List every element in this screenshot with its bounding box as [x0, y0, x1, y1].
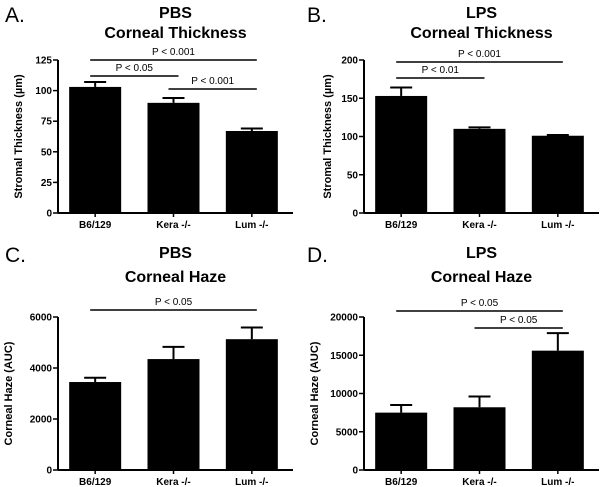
significance-label: P < 0.05 [155, 297, 193, 308]
panel-title-line-1: LPS [466, 245, 497, 262]
significance-label: P < 0.001 [152, 47, 195, 58]
x-tick-label: B6/129 [385, 477, 418, 487]
y-tick-label: 100 [341, 132, 358, 143]
x-tick-label: Lum -/- [541, 220, 574, 231]
panel-title-line-1: LPS [466, 5, 497, 22]
bar [531, 350, 584, 470]
panel-letter: C. [5, 244, 26, 267]
significance-label: P < 0.05 [500, 315, 538, 326]
bar [69, 86, 122, 213]
y-tick-label: 15000 [330, 351, 358, 362]
bar [453, 128, 506, 213]
y-tick-label: 2000 [30, 415, 53, 426]
y-tick-label: 0 [46, 466, 52, 477]
bar [375, 95, 428, 213]
y-tick-label: 0 [352, 466, 358, 477]
y-tick-label: 125 [35, 56, 52, 67]
panel-letter: A. [5, 4, 25, 27]
x-tick-label: Lum -/- [541, 477, 574, 487]
y-tick-label: 75 [41, 117, 53, 128]
x-tick-label: Lum -/- [235, 477, 268, 487]
y-tick-label: 5000 [336, 427, 359, 438]
bar [375, 412, 428, 470]
panel-title-line-1: PBS [159, 5, 192, 22]
x-tick-label: Lum -/- [235, 220, 268, 231]
panel-title-line-2: Corneal Haze [431, 269, 532, 286]
x-tick-label: B6/129 [385, 220, 418, 231]
panel-letter: D. [307, 244, 328, 267]
panel-d: D. LPS Corneal Haze 0 5000 10000 15000 20000 Cor… [307, 244, 599, 487]
significance-label: P < 0.05 [461, 298, 499, 309]
panel-title-line-1: PBS [159, 245, 192, 262]
panel-c: C. PBS Corneal Haze 0 2000 4000 6000 Corneal Ha… [3, 244, 293, 487]
y-tick-label: 150 [341, 94, 358, 105]
y-tick-label: 4000 [30, 364, 53, 375]
y-tick-label: 50 [347, 170, 359, 181]
bar [147, 102, 200, 213]
x-tick-label: Kera -/- [462, 220, 496, 231]
y-tick-label: 200 [341, 56, 358, 67]
y-tick-label: 50 [41, 147, 53, 158]
panel-letter: B. [307, 4, 327, 27]
x-tick-label: Kera -/- [156, 477, 190, 487]
x-tick-label: Kera -/- [462, 477, 496, 487]
bar [531, 135, 584, 213]
bar [69, 382, 122, 470]
y-axis-label: Corneal Haze (AUC) [309, 341, 321, 445]
y-tick-label: 0 [46, 209, 52, 220]
bar [225, 130, 278, 213]
y-tick-label: 25 [41, 178, 53, 189]
panel-a: A. PBS Corneal Thickness 0 25 50 75 100 125 Strom… [5, 4, 293, 231]
significance-label: P < 0.001 [191, 76, 234, 87]
y-tick-label: 20000 [330, 313, 358, 324]
bar [453, 407, 506, 470]
y-tick-label: 6000 [30, 313, 53, 324]
significance-label: P < 0.01 [422, 65, 460, 76]
y-axis-label: Stromal Thickness (µm) [322, 74, 334, 199]
panel-title-line-2: Corneal Thickness [104, 25, 246, 42]
bar [147, 359, 200, 470]
x-tick-label: B6/129 [79, 477, 112, 487]
x-tick-label: Kera -/- [156, 220, 190, 231]
significance-label: P < 0.05 [116, 63, 154, 74]
y-tick-label: 0 [352, 209, 358, 220]
panel-title-line-2: Corneal Haze [125, 269, 226, 286]
panel-title-line-2: Corneal Thickness [410, 25, 552, 42]
y-axis-label: Stromal Thickness (µm) [13, 74, 25, 199]
bar [225, 339, 278, 470]
significance-label: P < 0.001 [458, 49, 501, 60]
y-tick-label: 100 [35, 86, 52, 97]
panel-b: B. LPS Corneal Thickness 0 50 100 150 200 Stroma… [307, 4, 599, 231]
y-tick-label: 10000 [330, 389, 358, 400]
x-tick-label: B6/129 [79, 220, 112, 231]
y-axis-label: Corneal Haze (AUC) [3, 341, 15, 445]
